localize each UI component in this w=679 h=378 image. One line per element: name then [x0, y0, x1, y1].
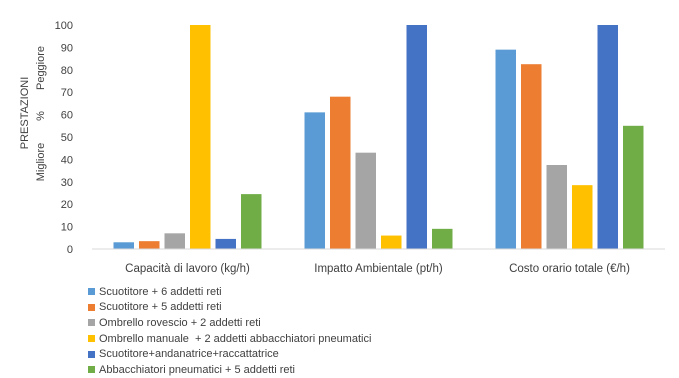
- bar: [355, 152, 376, 249]
- legend-item: Scuotitore + 5 addetti reti: [88, 300, 371, 316]
- bar: [521, 64, 542, 249]
- y-axis-worst-label: Peggiore: [35, 46, 47, 90]
- bar: [139, 241, 160, 249]
- y-tick-label: 50: [61, 132, 73, 144]
- legend-item: Scuotitore+andanatrice+raccattatrice: [88, 346, 371, 362]
- legend-label: Abbacchiatori pneumatici + 5 addetti ret…: [99, 363, 295, 376]
- bar: [304, 112, 325, 249]
- category-label: Costo orario totale (€/h): [509, 263, 630, 275]
- legend-label: Ombrello rovescio + 2 addetti reti: [99, 316, 261, 329]
- legend-item: Ombrello manuale + 2 addetti abbacchiato…: [88, 331, 371, 347]
- y-tick-label: 10: [61, 222, 73, 234]
- y-tick-label: 70: [61, 87, 73, 99]
- bar: [215, 238, 236, 249]
- bar: [597, 25, 618, 249]
- legend-swatch: [88, 319, 95, 327]
- legend-swatch: [88, 366, 95, 374]
- y-tick-label: 20: [61, 199, 73, 211]
- bar: [190, 25, 211, 249]
- y-tick-label: 30: [61, 177, 73, 189]
- category-label: Impatto Ambientale (pt/h): [314, 263, 443, 275]
- bar: [623, 125, 644, 249]
- legend-label: Scuotitore + 6 addetti reti: [99, 285, 222, 298]
- y-tick-label: 100: [55, 20, 73, 32]
- y-tick-label: 0: [67, 244, 73, 256]
- y-axis-best-label: Migliore: [35, 143, 47, 182]
- legend-label: Scuotitore + 5 addetti reti: [99, 301, 222, 314]
- legend-label: Ombrello manuale + 2 addetti abbacchiato…: [99, 332, 372, 345]
- y-axis-title-label: PRESTAZIONI: [19, 77, 31, 150]
- legend-item: Abbacchiatori pneumatici + 5 addetti ret…: [88, 362, 371, 378]
- bar: [381, 235, 402, 249]
- bar: [546, 165, 567, 249]
- legend-label: Scuotitore+andanatrice+raccattatrice: [99, 348, 279, 361]
- bar-chart: 0 10 20 30 40 50 60 70 80 90 100 Capacità di lavor…: [19, 20, 665, 275]
- y-axis-unit-label: %: [35, 111, 47, 121]
- bar: [330, 96, 351, 250]
- y-tick-label: 80: [61, 65, 73, 77]
- bar: [572, 185, 593, 249]
- legend-item: Scuotitore + 6 addetti reti: [88, 284, 371, 300]
- legend-swatch: [88, 303, 95, 311]
- category-label: Capacità di lavoro (kg/h): [125, 263, 250, 275]
- legend-swatch: [88, 335, 95, 343]
- bar: [164, 233, 185, 249]
- legend-swatch: [88, 350, 95, 358]
- bar: [241, 194, 262, 249]
- category-labels: Capacità di lavoro (kg/h) Impatto Ambient…: [125, 263, 630, 275]
- bar: [495, 49, 516, 249]
- bar: [406, 25, 427, 249]
- bars: [113, 25, 644, 250]
- legend-swatch: [88, 288, 95, 296]
- bar: [432, 228, 453, 249]
- y-axis-title: PRESTAZIONI Migliore % Peggiore: [19, 46, 47, 181]
- y-tick-label: 90: [61, 42, 73, 54]
- legend: Scuotitore + 6 addetti reti Scuotitore + …: [88, 284, 371, 378]
- bar: [113, 242, 134, 249]
- y-tick-label: 40: [61, 154, 73, 166]
- y-tick-label: 60: [61, 110, 73, 122]
- y-axis-ticks: 0 10 20 30 40 50 60 70 80 90 100: [55, 20, 73, 256]
- legend-item: Ombrello rovescio + 2 addetti reti: [88, 315, 371, 331]
